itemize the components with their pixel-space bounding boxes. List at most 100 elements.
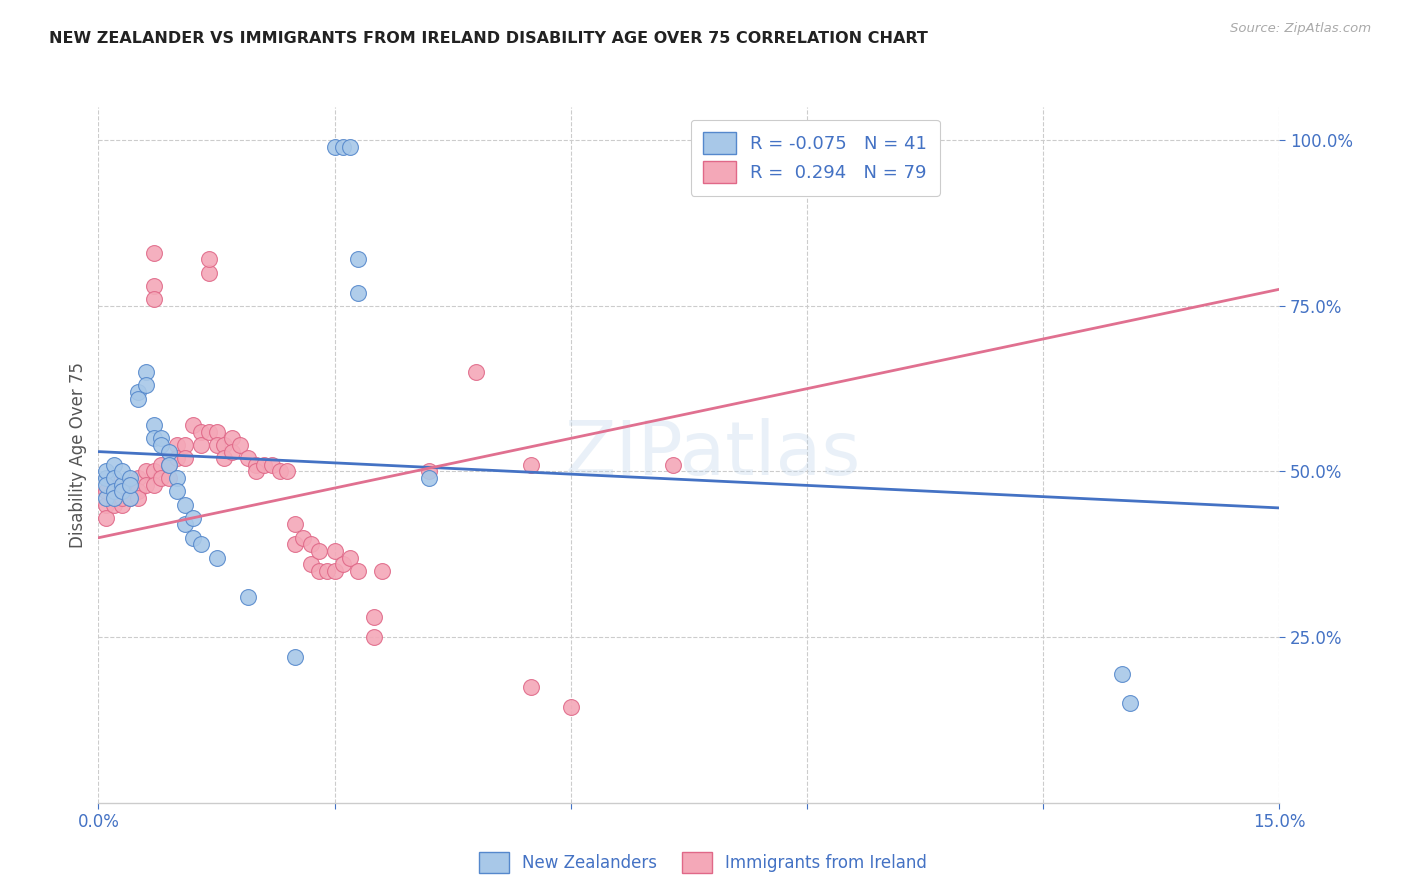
Point <box>166 471 188 485</box>
Point <box>96 477 118 491</box>
Point <box>127 491 149 505</box>
Point <box>118 491 141 505</box>
Point <box>190 438 212 452</box>
Point <box>142 292 165 306</box>
Text: Source: ZipAtlas.com: Source: ZipAtlas.com <box>1230 22 1371 36</box>
Legend: New Zealanders, Immigrants from Ireland: New Zealanders, Immigrants from Ireland <box>472 846 934 880</box>
Point <box>150 471 173 485</box>
Point <box>96 465 118 479</box>
Point <box>181 418 204 433</box>
Point <box>111 498 134 512</box>
Legend: R = -0.075   N = 41, R =  0.294   N = 79: R = -0.075 N = 41, R = 0.294 N = 79 <box>690 120 939 196</box>
Point <box>103 491 125 505</box>
Text: NEW ZEALANDER VS IMMIGRANTS FROM IRELAND DISABILITY AGE OVER 75 CORRELATION CHAR: NEW ZEALANDER VS IMMIGRANTS FROM IRELAND… <box>49 31 928 46</box>
Point <box>174 517 197 532</box>
Point <box>214 451 236 466</box>
Point <box>127 471 149 485</box>
Point <box>111 484 134 499</box>
Point <box>323 564 346 578</box>
Point <box>96 511 118 525</box>
Point <box>197 425 219 439</box>
Point <box>111 491 134 505</box>
Point <box>135 365 157 379</box>
Point <box>150 438 173 452</box>
Point <box>197 252 219 267</box>
Point <box>111 465 134 479</box>
Point <box>276 465 298 479</box>
Point <box>190 425 212 439</box>
Point <box>174 438 197 452</box>
Point <box>260 458 283 472</box>
Point <box>118 471 141 485</box>
Text: ZIPatlas: ZIPatlas <box>564 418 860 491</box>
Point <box>347 564 370 578</box>
Point <box>157 471 180 485</box>
Point <box>157 458 180 472</box>
Point <box>418 471 440 485</box>
Point <box>347 285 370 300</box>
Point <box>111 477 134 491</box>
Point <box>662 458 685 472</box>
Point <box>308 564 330 578</box>
Point <box>284 537 307 551</box>
Point <box>236 451 259 466</box>
Point <box>150 458 173 472</box>
Point <box>96 498 118 512</box>
Point <box>520 458 543 472</box>
Point <box>229 438 252 452</box>
Point <box>1119 697 1142 711</box>
Point <box>181 511 204 525</box>
Point <box>308 544 330 558</box>
Point <box>118 477 141 491</box>
Point <box>142 418 165 433</box>
Point <box>150 431 173 445</box>
Point <box>292 531 315 545</box>
Point <box>332 558 354 572</box>
Point <box>103 458 125 472</box>
Point <box>465 365 488 379</box>
Point <box>205 425 228 439</box>
Y-axis label: Disability Age Over 75: Disability Age Over 75 <box>69 362 87 548</box>
Point <box>135 465 157 479</box>
Point <box>166 451 188 466</box>
Point <box>103 484 125 499</box>
Point <box>103 498 125 512</box>
Point <box>174 498 197 512</box>
Point <box>339 140 361 154</box>
Point <box>284 517 307 532</box>
Point <box>236 591 259 605</box>
Point <box>166 484 188 499</box>
Point <box>166 438 188 452</box>
Point <box>197 266 219 280</box>
Point <box>127 392 149 406</box>
Point <box>142 279 165 293</box>
Point <box>299 537 322 551</box>
Point <box>221 431 243 445</box>
Point <box>103 471 125 485</box>
Point <box>111 484 134 499</box>
Point <box>560 699 582 714</box>
Point <box>190 537 212 551</box>
Point <box>205 550 228 565</box>
Point <box>371 564 394 578</box>
Point <box>127 484 149 499</box>
Point <box>339 550 361 565</box>
Point <box>284 650 307 665</box>
Point <box>332 140 354 154</box>
Point <box>127 384 149 399</box>
Point <box>142 477 165 491</box>
Point <box>363 630 385 644</box>
Point <box>520 680 543 694</box>
Point <box>323 544 346 558</box>
Point <box>221 444 243 458</box>
Point <box>269 465 291 479</box>
Point <box>96 471 118 485</box>
Point <box>323 140 346 154</box>
Point <box>418 465 440 479</box>
Point <box>103 477 125 491</box>
Point <box>103 491 125 505</box>
Point <box>315 564 337 578</box>
Point <box>347 252 370 267</box>
Point <box>253 458 276 472</box>
Point <box>363 610 385 624</box>
